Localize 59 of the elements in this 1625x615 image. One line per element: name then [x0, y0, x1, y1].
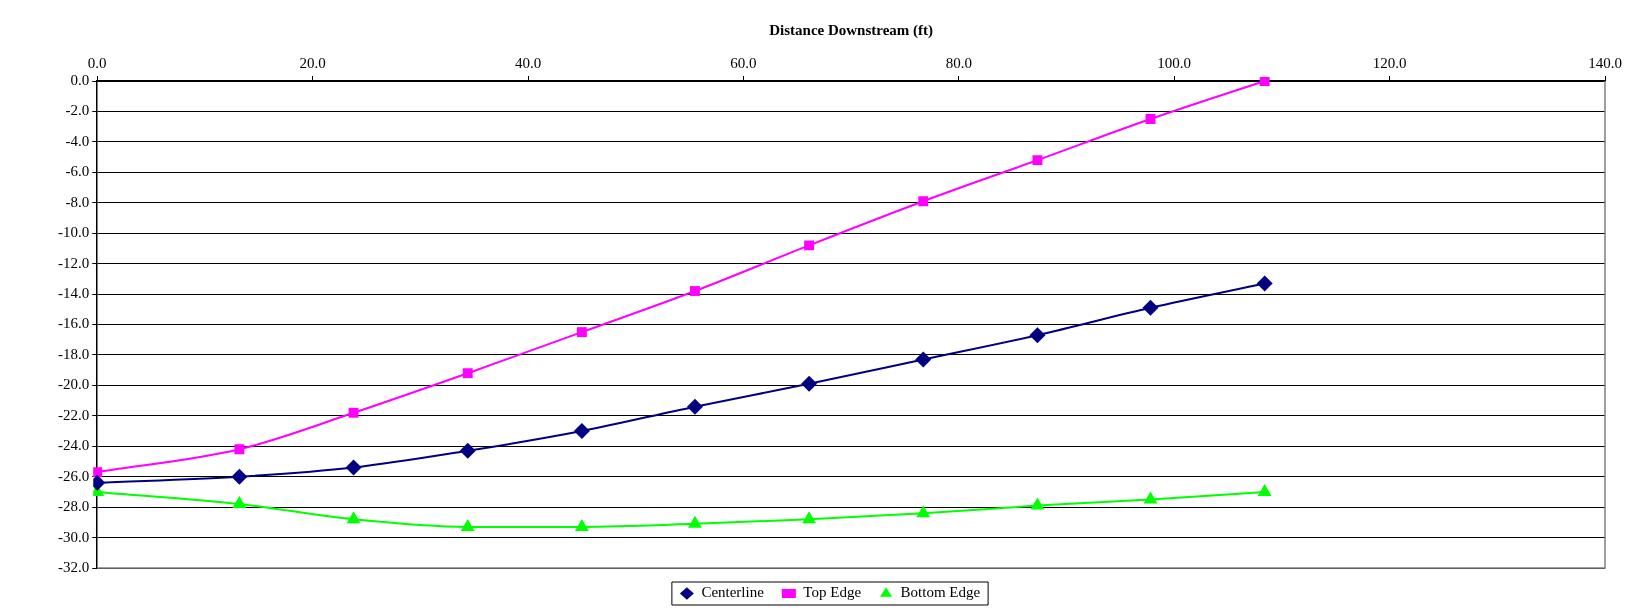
x-tick-label: 60.0 — [730, 54, 757, 71]
point — [918, 196, 929, 207]
point — [1142, 299, 1159, 316]
y-tick-label: -26.0 — [58, 467, 90, 484]
y-tick-label: -8.0 — [65, 193, 90, 210]
point — [576, 327, 587, 338]
point — [915, 351, 932, 368]
point — [459, 442, 476, 459]
y-tick-label: -10.0 — [58, 224, 90, 241]
x-tick-label: 40.0 — [514, 54, 542, 71]
point — [460, 518, 475, 531]
point — [1029, 327, 1046, 344]
y-tick-label: -22.0 — [58, 406, 90, 423]
point — [231, 468, 248, 485]
x-tick-label: 140.0 — [1588, 54, 1622, 71]
x-tick-label: 80.0 — [945, 54, 972, 71]
y-tick-label: -20.0 — [58, 376, 90, 393]
y-tick-label: -14.0 — [58, 285, 90, 301]
x-tick-label: 20.0 — [299, 54, 326, 71]
legend-label: Centerline — [701, 584, 765, 601]
point — [1259, 77, 1270, 86]
point — [690, 286, 700, 296]
x-tick-label: 100.0 — [1157, 54, 1192, 71]
point — [801, 375, 818, 392]
point — [1032, 155, 1043, 166]
x-tick-label: 0.0 — [87, 54, 107, 71]
point — [234, 444, 245, 455]
y-tick-label: -4.0 — [65, 132, 90, 149]
point — [688, 515, 702, 528]
point — [345, 459, 362, 476]
point — [686, 398, 703, 415]
y-tick-label: -2.0 — [65, 102, 90, 119]
point — [346, 511, 361, 524]
y-tick-label: -18.0 — [58, 345, 90, 362]
point — [574, 518, 589, 531]
point — [348, 407, 359, 418]
y-tick-label: -32.0 — [58, 558, 90, 575]
y-tick-label: -28.0 — [58, 498, 90, 515]
point — [462, 368, 473, 379]
point — [232, 496, 247, 509]
point — [1030, 497, 1045, 510]
point — [802, 511, 817, 524]
x-axis-title: Distance Downstream (ft) — [769, 21, 934, 39]
point — [916, 505, 931, 518]
point — [1257, 483, 1272, 496]
legend-label: Top Edge — [803, 584, 862, 601]
x-tick-label: 120.0 — [1372, 54, 1407, 71]
point — [1143, 491, 1158, 504]
point — [573, 423, 590, 440]
y-tick-label: -12.0 — [58, 254, 90, 271]
point — [1145, 114, 1156, 124]
legend-label: Bottom Edge — [900, 584, 981, 601]
y-tick-label: 0.0 — [70, 71, 90, 88]
y-tick-label: -24.0 — [58, 437, 90, 454]
y-tick-label: -30.0 — [58, 528, 90, 545]
y-tick-label: -6.0 — [65, 163, 90, 180]
point — [804, 240, 815, 251]
y-tick-label: -16.0 — [58, 315, 90, 332]
point — [1256, 275, 1273, 292]
